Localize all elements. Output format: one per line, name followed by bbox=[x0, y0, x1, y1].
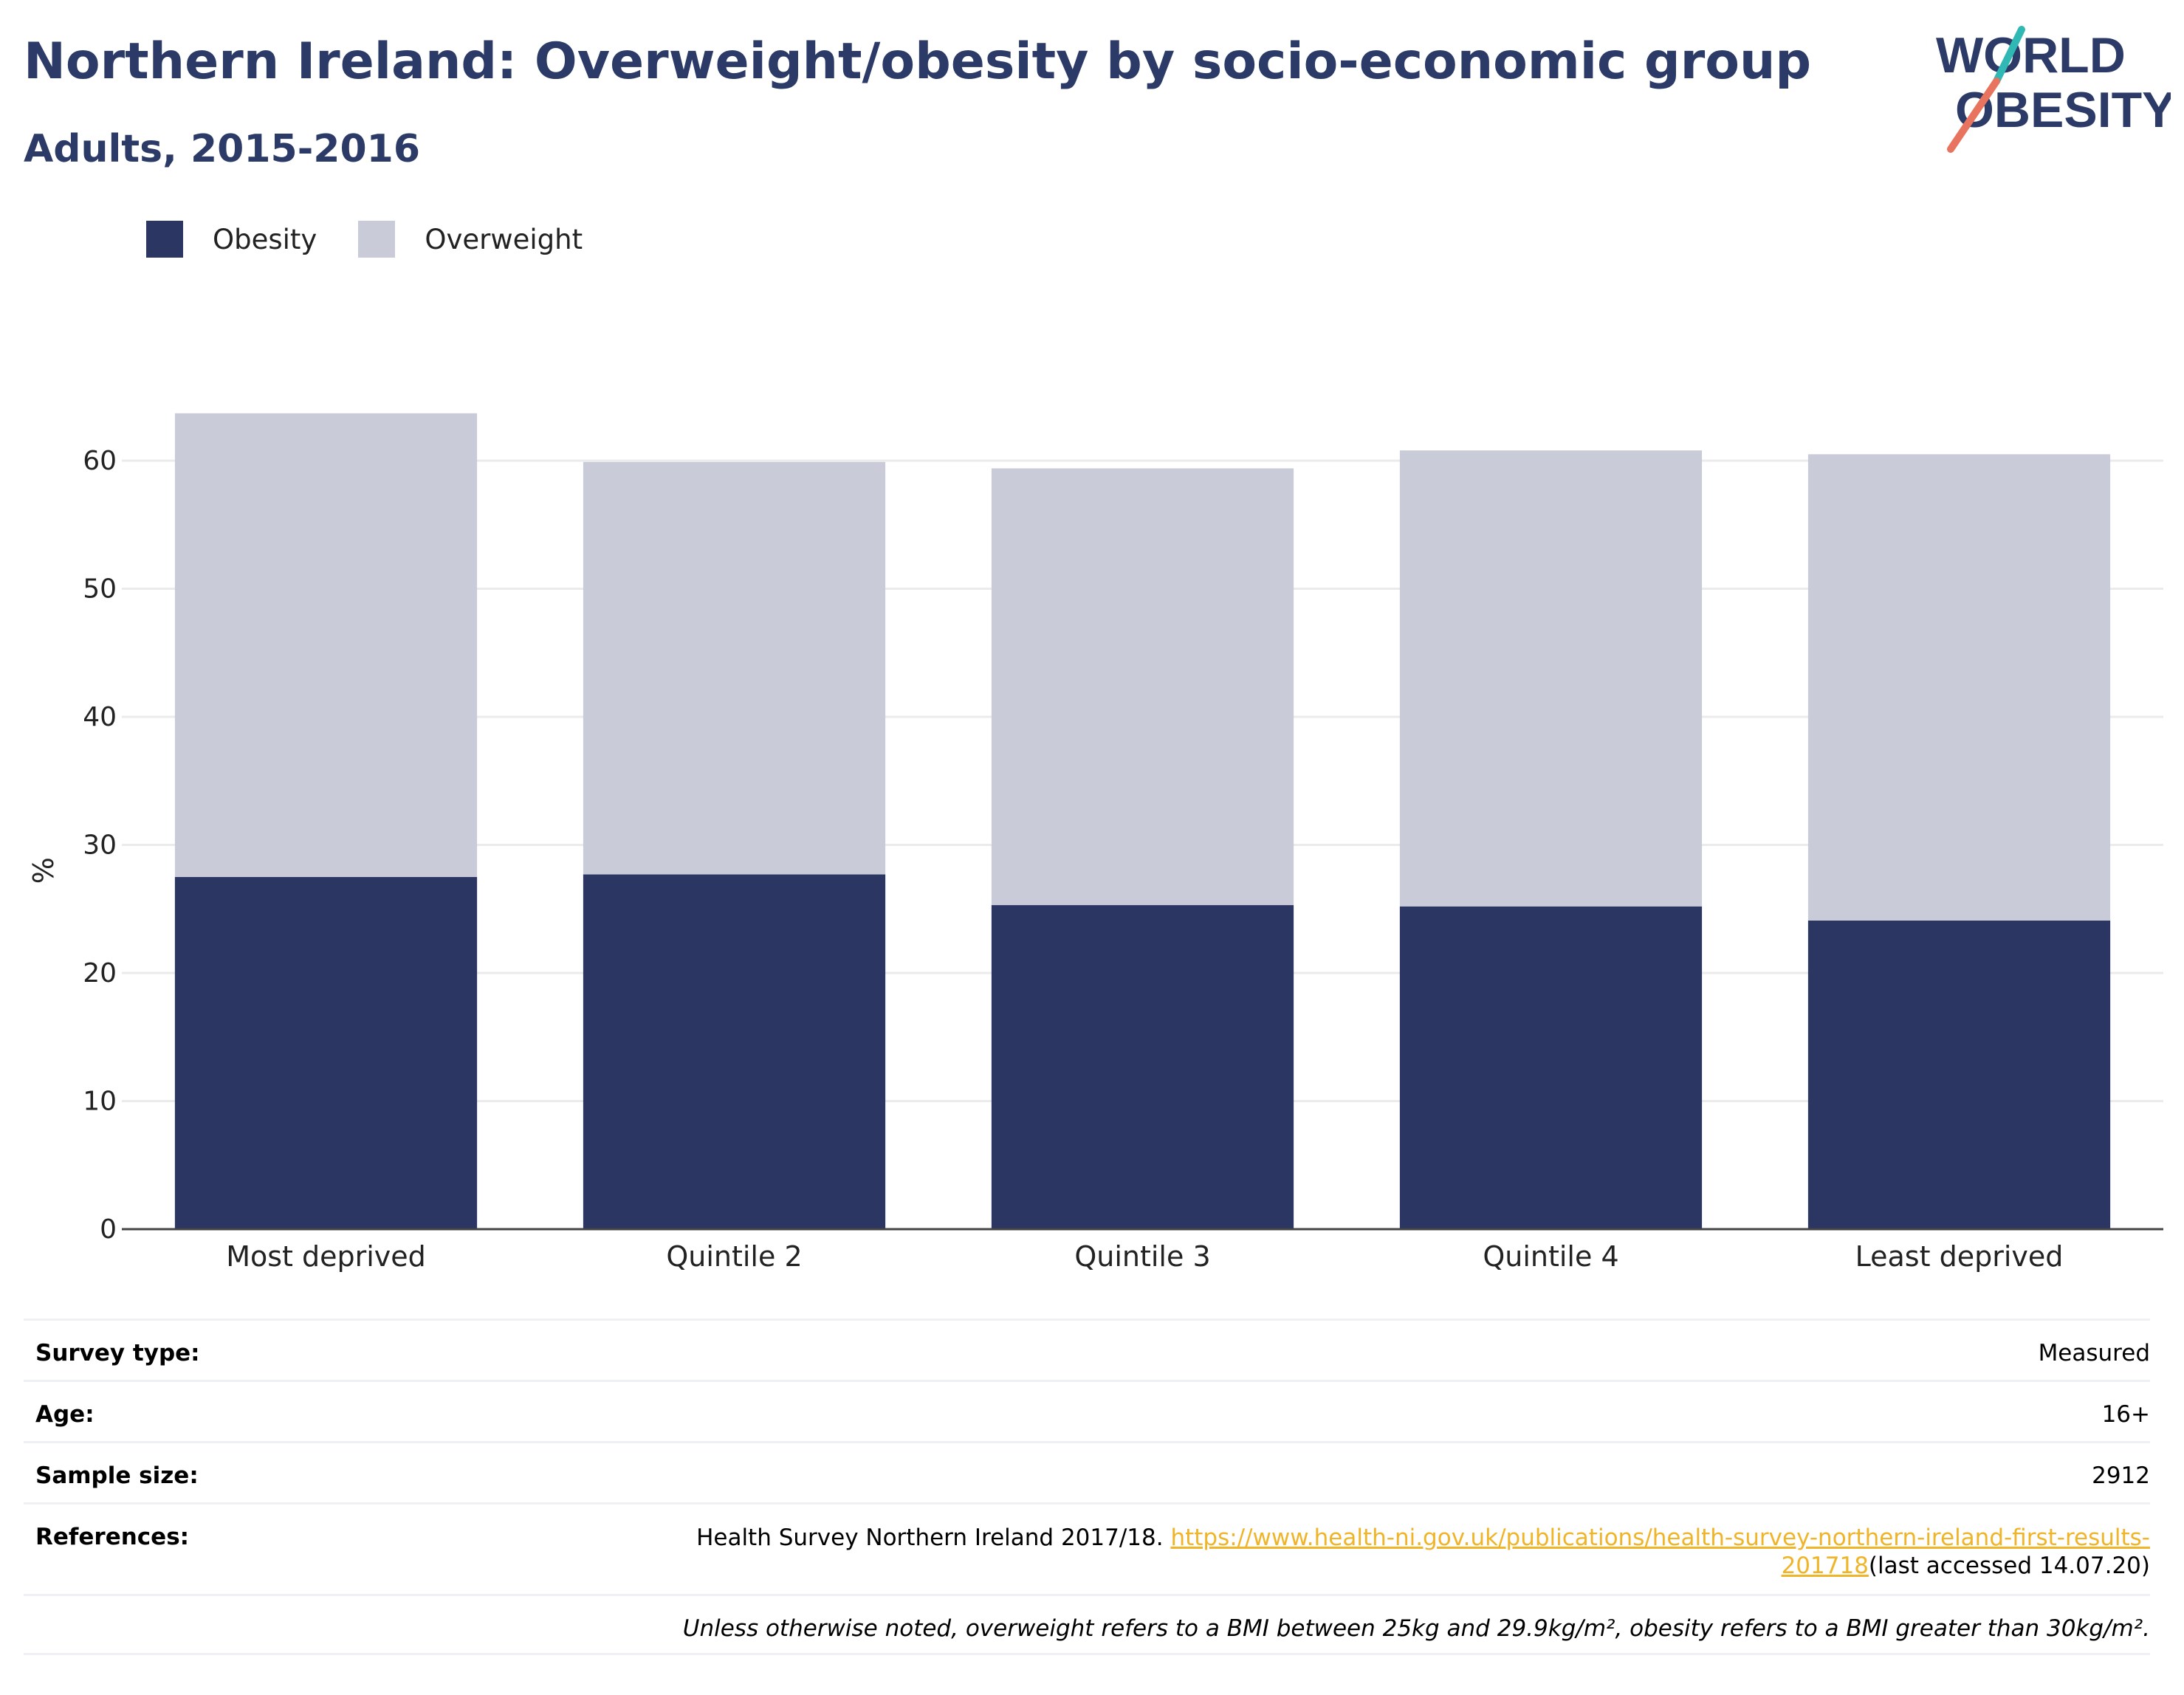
y-tick-label-50: 50 bbox=[83, 574, 117, 605]
bar-obesity-2 bbox=[583, 874, 886, 1229]
age-label: Age: bbox=[35, 1401, 95, 1428]
reference-link[interactable]: https://www.health-ni.gov.uk/publication… bbox=[1170, 1524, 2150, 1551]
y-axis-label: % bbox=[27, 857, 60, 884]
bar-overweight-4 bbox=[1399, 450, 1703, 907]
logo-coral-stroke bbox=[1947, 78, 2000, 153]
bar-obesity-1 bbox=[174, 876, 478, 1229]
x-tick-label-3: Quintile 3 bbox=[1074, 1240, 1210, 1273]
bmi-definition-note: Unless otherwise noted, overweight refer… bbox=[682, 1615, 2150, 1642]
x-tick-label-5: Least deprived bbox=[1855, 1240, 2064, 1273]
y-tick-label-0: 0 bbox=[100, 1214, 117, 1245]
chart-title: Northern Ireland: Overweight/obesity by … bbox=[24, 32, 1812, 91]
info-table: Survey type: Measured Age: 16+ Sample si… bbox=[24, 1318, 2150, 1655]
references-label: References: bbox=[35, 1524, 190, 1550]
bar-obesity-3 bbox=[991, 905, 1294, 1229]
survey-type-label: Survey type: bbox=[35, 1340, 200, 1366]
legend-item-overweight[interactable]: Overweight bbox=[358, 221, 583, 258]
survey-type-value: Measured bbox=[2038, 1340, 2150, 1366]
bar-overweight-5 bbox=[1807, 454, 2111, 921]
info-row-references: References: Health Survey Northern Irela… bbox=[24, 1502, 2150, 1594]
legend-item-obesity[interactable]: Obesity bbox=[146, 221, 317, 258]
legend-label-obesity: Obesity bbox=[213, 223, 317, 255]
world-obesity-logo: WORLD OBESITY bbox=[1936, 26, 2171, 153]
chart-legend: Obesity Overweight bbox=[146, 220, 624, 258]
bar-obesity-5 bbox=[1807, 920, 2111, 1229]
chart-subtitle: Adults, 2015-2016 bbox=[24, 127, 421, 171]
info-row-age: Age: 16+ bbox=[24, 1380, 2150, 1441]
reference-link-continued[interactable]: 201718 bbox=[1781, 1553, 1869, 1579]
stacked-bar-chart: 0 10 20 30 40 50 60% Most deprived Quintile 2 Qui… bbox=[27, 413, 2163, 1273]
bar-overweight-2 bbox=[583, 461, 886, 875]
y-tick-label-40: 40 bbox=[83, 702, 117, 732]
x-tick-label-2: Quintile 2 bbox=[666, 1240, 802, 1273]
logo-word-world: WORLD bbox=[1936, 27, 2126, 83]
bar-overweight-3 bbox=[991, 468, 1294, 906]
info-row-survey-type: Survey type: Measured bbox=[24, 1318, 2150, 1380]
y-tick-label-30: 30 bbox=[83, 831, 117, 861]
references-prefix: Health Survey Northern Ireland 2017/18. bbox=[696, 1524, 1171, 1551]
info-row-sample-size: Sample size: 2912 bbox=[24, 1441, 2150, 1502]
legend-label-overweight: Overweight bbox=[425, 223, 583, 255]
references-value: Health Survey Northern Ireland 2017/18. … bbox=[696, 1524, 2150, 1580]
sample-size-label: Sample size: bbox=[35, 1462, 199, 1489]
legend-swatch-obesity bbox=[146, 221, 183, 258]
bar-overweight-1 bbox=[174, 413, 478, 877]
age-value: 16+ bbox=[2101, 1401, 2150, 1428]
x-tick-label-1: Most deprived bbox=[226, 1240, 426, 1273]
x-tick-label-4: Quintile 4 bbox=[1483, 1240, 1618, 1273]
y-tick-label-10: 10 bbox=[83, 1087, 117, 1117]
legend-swatch-overweight bbox=[358, 221, 396, 258]
sample-size-value: 2912 bbox=[2092, 1462, 2150, 1489]
y-tick-label-20: 20 bbox=[83, 958, 117, 989]
logo-teal-stroke bbox=[1993, 26, 2025, 85]
references-suffix: (last accessed 14.07.20) bbox=[1868, 1553, 2150, 1579]
info-row-note: Unless otherwise noted, overweight refer… bbox=[24, 1594, 2150, 1655]
bar-obesity-4 bbox=[1399, 906, 1703, 1229]
y-tick-label-60: 60 bbox=[83, 446, 117, 476]
